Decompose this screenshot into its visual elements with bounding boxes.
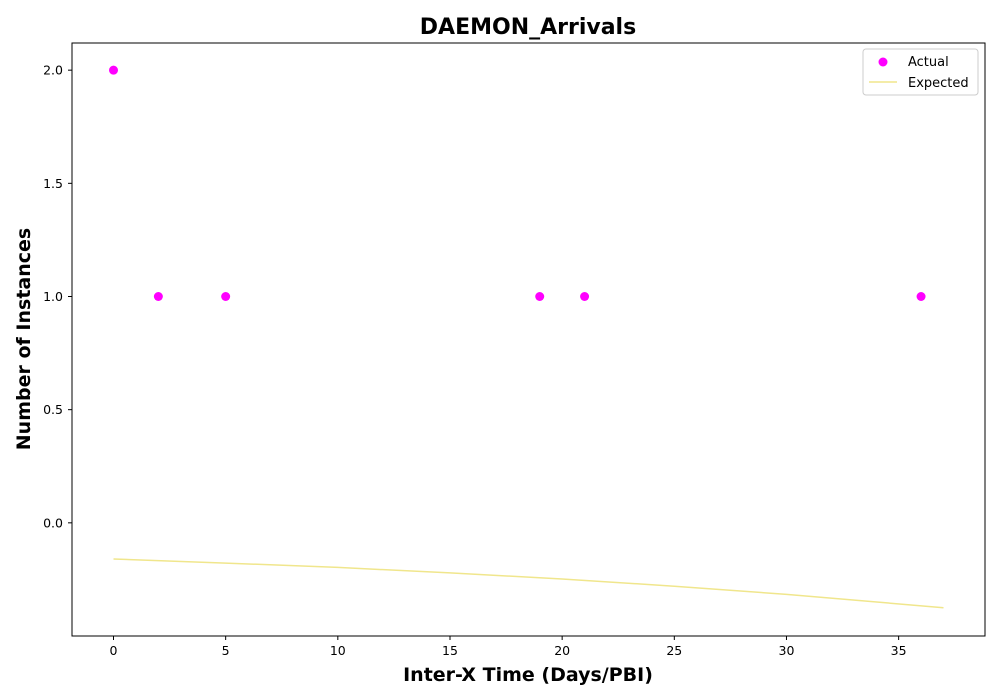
x-tick-label: 10 <box>330 643 346 658</box>
x-axis: 0 5 10 15 20 25 30 35 <box>110 636 907 658</box>
data-point-actual <box>535 291 545 301</box>
data-point-actual <box>221 291 231 301</box>
x-tick-label: 35 <box>891 643 907 658</box>
x-axis-label: Inter-X Time (Days/PBI) <box>403 664 653 686</box>
x-tick-label: 15 <box>442 643 458 658</box>
legend-actual-marker <box>878 57 888 67</box>
y-tick-label: 0.5 <box>43 402 63 417</box>
y-tick-label: 1.0 <box>43 289 63 304</box>
data-point-actual <box>153 291 163 301</box>
y-tick-label: 0.0 <box>43 515 63 530</box>
x-tick-label: 5 <box>222 643 230 658</box>
plot-area <box>71 42 986 637</box>
x-tick-label: 30 <box>779 643 795 658</box>
series-expected-line <box>113 558 944 609</box>
y-axis: 0.0 0.5 1.0 1.5 2.0 <box>43 63 72 530</box>
data-point-actual <box>916 291 926 301</box>
legend-actual-label: Actual <box>908 55 949 70</box>
data-point-actual <box>580 291 590 301</box>
plot-frame <box>71 42 986 637</box>
legend-expected-label: Expected <box>908 76 969 91</box>
legend: Actual Expected <box>862 48 979 96</box>
y-tick-label: 1.5 <box>43 176 63 191</box>
y-axis-label: Number of Instances <box>13 228 35 450</box>
x-tick-label: 20 <box>554 643 570 658</box>
data-point-actual <box>109 65 118 75</box>
chart-title: DAEMON_Arrivals <box>420 15 636 40</box>
x-tick-label: 25 <box>666 643 682 658</box>
x-tick-label: 0 <box>110 643 118 658</box>
y-tick-label: 2.0 <box>43 63 63 78</box>
legend-frame <box>862 48 979 96</box>
